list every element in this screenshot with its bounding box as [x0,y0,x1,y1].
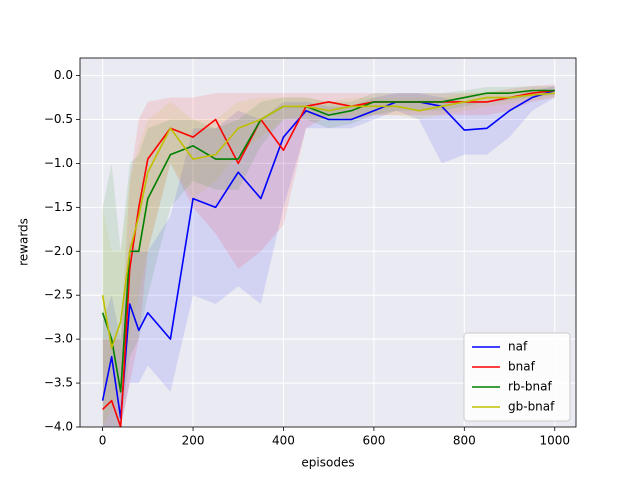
confidence-band [102,88,555,427]
confidence-band [102,84,555,427]
legend-label: rb-bnaf [508,380,552,394]
x-tick-label: 0 [99,434,107,448]
x-tick-label: 200 [182,434,205,448]
y-tick-label: −2.5 [44,288,73,302]
y-axis-label: rewards [17,218,31,266]
y-tick-label: −3.5 [44,376,73,390]
y-tick-label: −3.0 [44,332,73,346]
x-tick-label: 800 [453,434,476,448]
x-tick-label: 1000 [539,434,570,448]
legend-box [463,332,571,422]
x-axis-label: episodes [301,456,354,470]
y-tick-label: 0.0 [54,68,73,82]
ticks: 0 200 400 600 800 1000 0.0 −0.5 −1.0 −1.5 −2.0 −2.5… [44,68,570,447]
y-tick-label: −1.5 [44,200,73,214]
axes-frame [79,57,577,428]
y-tick-label: −2.0 [44,244,73,258]
x-tick-label: 600 [362,434,385,448]
legend: naf bnaf rb-bnaf gb-bnaf [463,332,571,422]
legend-label: naf [508,340,528,354]
confidence-band [102,86,555,427]
y-tick-label: −0.5 [44,112,73,126]
x-tick-label: 400 [272,434,295,448]
legend-label: bnaf [508,360,536,374]
series-line [101,89,555,420]
legend-label: gb-bnaf [508,400,555,414]
series-line [101,92,555,349]
y-tick-label: −1.0 [44,156,73,170]
bands [102,84,555,427]
confidence-band [102,86,555,427]
lines [101,89,555,427]
y-tick-label: −4.0 [44,420,73,434]
